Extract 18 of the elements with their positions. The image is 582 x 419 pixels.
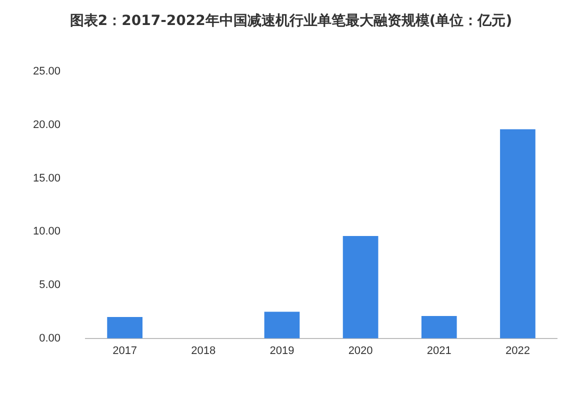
bar [107,317,142,338]
chart-title: 图表2：2017-2022年中国减速机行业单笔最大融资规模(单位：亿元) [68,12,514,30]
y-tick-label: 25.00 [32,66,61,78]
bar [500,129,536,338]
x-tick-label: 2019 [270,345,294,358]
x-tick-label: 2021 [426,345,452,358]
y-tick-label: 10.00 [32,226,61,238]
x-tick-label: 2022 [505,345,530,358]
y-tick-label: 15.00 [32,172,61,184]
x-tick-label: 2017 [112,345,138,358]
y-tick-label: 20.00 [32,118,61,131]
y-tick-label: 5.00 [39,279,61,292]
x-tick-label: 2020 [348,345,373,358]
bar [342,236,378,338]
y-tick-label: 0.00 [39,332,61,344]
bar [421,316,457,338]
bar [264,312,300,338]
x-tick-label: 2018 [191,345,216,358]
